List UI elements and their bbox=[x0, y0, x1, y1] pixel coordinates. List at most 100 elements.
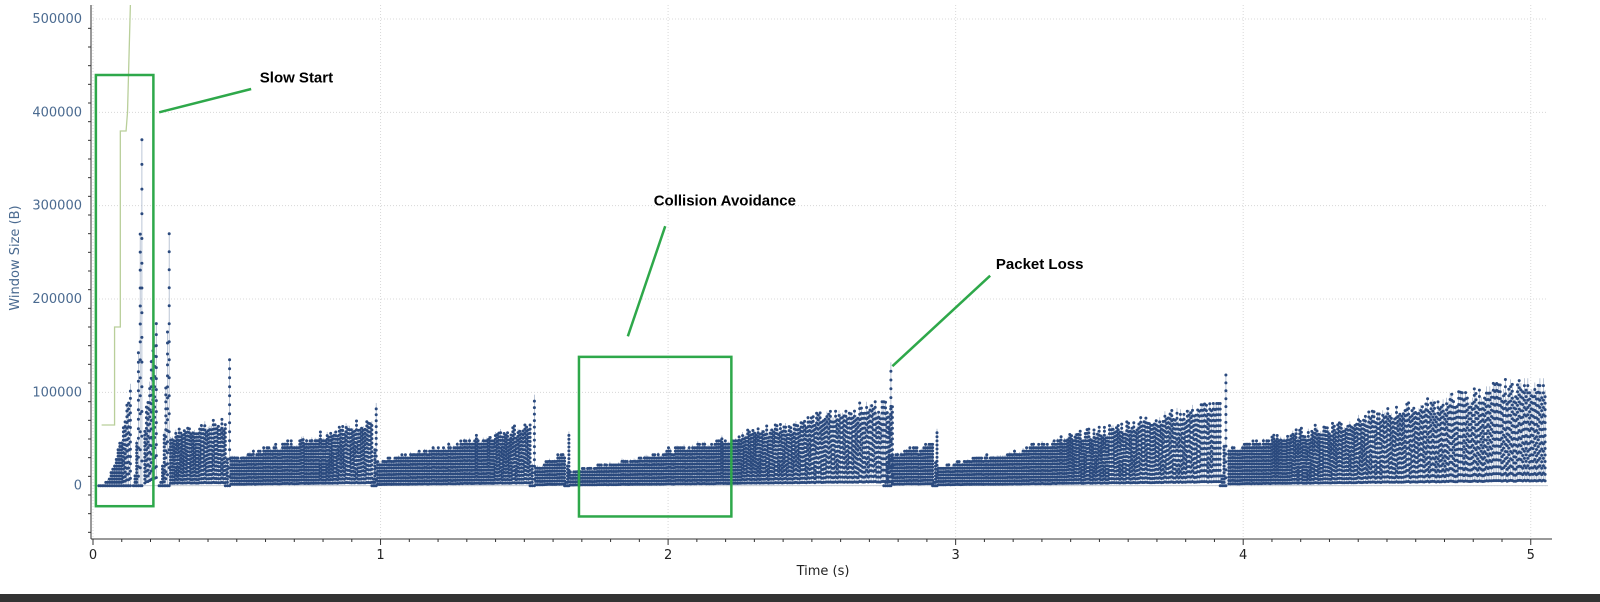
data-point bbox=[144, 432, 148, 436]
data-point bbox=[563, 456, 567, 460]
data-point bbox=[138, 430, 142, 434]
data-point bbox=[374, 413, 378, 417]
data-point bbox=[305, 439, 309, 443]
data-point bbox=[128, 476, 132, 480]
data-point bbox=[146, 474, 150, 478]
data-point bbox=[140, 410, 144, 413]
data-point bbox=[370, 467, 374, 471]
data-point bbox=[166, 462, 169, 466]
data-point bbox=[228, 394, 232, 398]
data-point bbox=[166, 352, 169, 356]
data-point bbox=[154, 476, 158, 480]
data-point bbox=[567, 457, 571, 461]
data-point bbox=[778, 423, 782, 426]
data-point bbox=[127, 401, 131, 405]
data-point bbox=[162, 480, 166, 484]
data-point bbox=[818, 411, 822, 415]
data-point bbox=[310, 439, 314, 443]
data-point bbox=[225, 461, 229, 465]
data-point bbox=[528, 444, 532, 448]
data-point bbox=[164, 456, 168, 460]
data-point bbox=[442, 446, 445, 450]
data-point bbox=[148, 471, 152, 475]
data-point bbox=[136, 370, 140, 374]
data-point bbox=[784, 425, 788, 429]
data-point bbox=[337, 425, 341, 429]
data-point bbox=[374, 419, 378, 423]
grid bbox=[92, 5, 1548, 537]
data-point bbox=[164, 435, 168, 439]
data-point bbox=[228, 367, 232, 371]
data-point bbox=[140, 212, 144, 216]
data-point bbox=[225, 471, 229, 475]
data-point bbox=[135, 477, 139, 481]
data-point bbox=[164, 477, 168, 481]
data-point bbox=[167, 232, 171, 236]
data-point bbox=[127, 472, 131, 476]
data-point bbox=[567, 441, 571, 445]
data-point bbox=[374, 442, 378, 446]
cwnd-line bbox=[101, 4, 132, 426]
data-point bbox=[476, 439, 480, 443]
data-point bbox=[167, 250, 171, 254]
data-point bbox=[236, 456, 240, 460]
data-point bbox=[187, 427, 191, 431]
data-point bbox=[136, 389, 140, 393]
data-point bbox=[532, 432, 536, 436]
data-point bbox=[154, 388, 158, 392]
cwnd-step-line bbox=[101, 4, 132, 426]
data-point bbox=[143, 455, 147, 459]
data-point bbox=[136, 360, 140, 364]
data-point bbox=[154, 443, 158, 447]
data-point bbox=[513, 432, 516, 436]
data-point bbox=[318, 434, 322, 438]
data-point bbox=[149, 452, 153, 456]
data-point bbox=[563, 472, 567, 476]
data-point bbox=[154, 410, 158, 414]
data-point bbox=[140, 138, 144, 142]
data-point bbox=[166, 451, 169, 455]
data-point bbox=[127, 437, 131, 440]
data-point bbox=[747, 430, 751, 434]
data-point bbox=[138, 250, 142, 254]
data-point bbox=[120, 445, 124, 448]
data-point bbox=[532, 445, 536, 449]
data-point bbox=[128, 404, 132, 408]
data-point bbox=[138, 268, 142, 272]
data-point bbox=[448, 446, 452, 450]
data-point bbox=[223, 427, 227, 431]
data-point bbox=[417, 449, 421, 453]
data-point bbox=[568, 470, 572, 474]
data-point bbox=[166, 330, 169, 334]
data-point bbox=[199, 424, 203, 427]
data-point bbox=[125, 409, 129, 413]
data-point bbox=[154, 322, 158, 326]
data-point bbox=[723, 439, 727, 443]
data-point bbox=[228, 385, 232, 389]
data-point bbox=[128, 426, 132, 429]
data-point bbox=[140, 237, 144, 240]
data-point bbox=[128, 484, 132, 488]
data-point bbox=[138, 304, 142, 308]
data-point bbox=[220, 417, 224, 421]
data-point bbox=[563, 469, 567, 473]
data-point bbox=[128, 462, 132, 466]
data-point bbox=[563, 463, 567, 466]
data-point bbox=[154, 421, 158, 425]
data-point bbox=[370, 459, 374, 462]
data-point bbox=[167, 394, 171, 398]
data-point bbox=[167, 376, 171, 380]
data-point bbox=[228, 412, 232, 416]
data-point bbox=[138, 340, 142, 344]
data-point bbox=[136, 351, 140, 355]
data-point bbox=[258, 449, 262, 453]
data-point bbox=[148, 457, 152, 461]
data-point bbox=[373, 480, 377, 484]
data-point bbox=[146, 468, 150, 472]
data-point bbox=[563, 466, 567, 470]
data-point bbox=[167, 430, 171, 434]
data-point bbox=[136, 417, 140, 421]
data-point bbox=[146, 440, 150, 444]
data-point bbox=[135, 471, 139, 475]
